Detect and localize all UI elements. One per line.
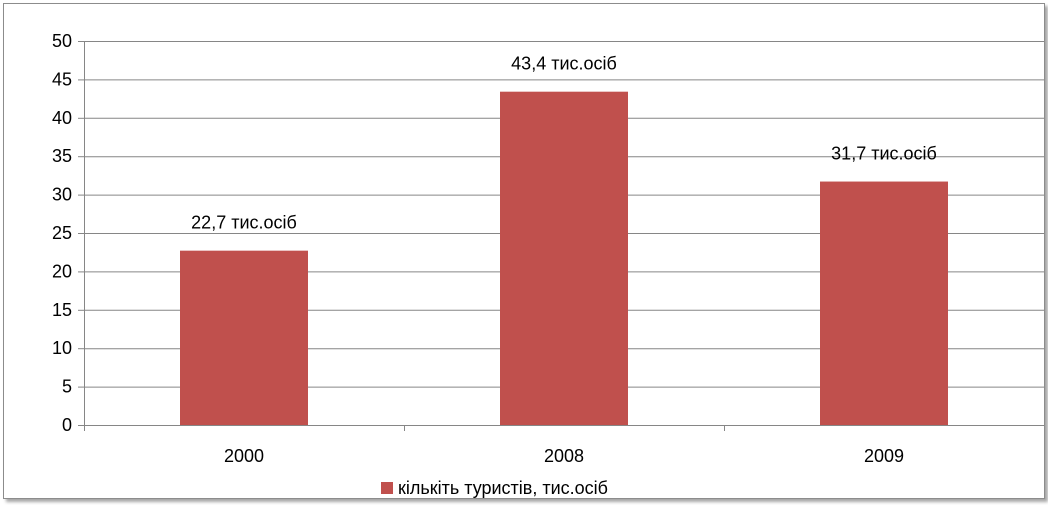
y-axis-tick-label: 5	[62, 377, 72, 397]
y-axis-tick-label: 25	[52, 223, 72, 243]
bar	[180, 250, 308, 425]
axes	[78, 41, 1044, 431]
chart-frame: 0 5 10 15 20 25 30 35 40 45 50 22,7 тис.осіб 43,4 т…	[3, 3, 1045, 499]
y-axis-tick-label: 10	[52, 338, 72, 358]
y-axis-tick-label: 20	[52, 261, 72, 281]
y-axis-tick-label: 50	[52, 31, 72, 51]
bar-data-label: 31,7 тис.осіб	[831, 144, 937, 164]
x-axis-category-label: 2000	[224, 446, 264, 466]
y-axis-tick-label: 15	[52, 300, 72, 320]
y-axis-tick-label: 35	[52, 146, 72, 166]
x-axis-category-label: 2008	[544, 446, 584, 466]
legend-swatch	[381, 482, 393, 494]
bar	[500, 91, 628, 426]
y-axis-tick-label: 0	[62, 415, 72, 435]
bar-chart: 0 5 10 15 20 25 30 35 40 45 50 22,7 тис.осіб 43,4 т…	[52, 31, 1044, 498]
bar-data-label: 43,4 тис.осіб	[511, 54, 617, 74]
x-axis-category-label: 2009	[864, 446, 904, 466]
bars	[180, 91, 948, 426]
y-axis-tick-label: 45	[52, 69, 72, 89]
y-axis-tick-label: 30	[52, 185, 72, 205]
legend-label: кількіть туристів, тис.осіб	[398, 478, 608, 498]
y-axis-tick-labels: 0 5 10 15 20 25 30 35 40 45 50	[52, 31, 72, 435]
y-axis-tick-label: 40	[52, 108, 72, 128]
data-labels: 22,7 тис.осіб 43,4 тис.осіб 31,7 тис.осіб	[191, 54, 937, 233]
bar	[820, 181, 948, 425]
legend: кількіть туристів, тис.осіб	[381, 478, 608, 498]
x-axis-category-labels: 2000 2008 2009	[224, 446, 904, 466]
bar-data-label: 22,7 тис.осіб	[191, 213, 297, 233]
